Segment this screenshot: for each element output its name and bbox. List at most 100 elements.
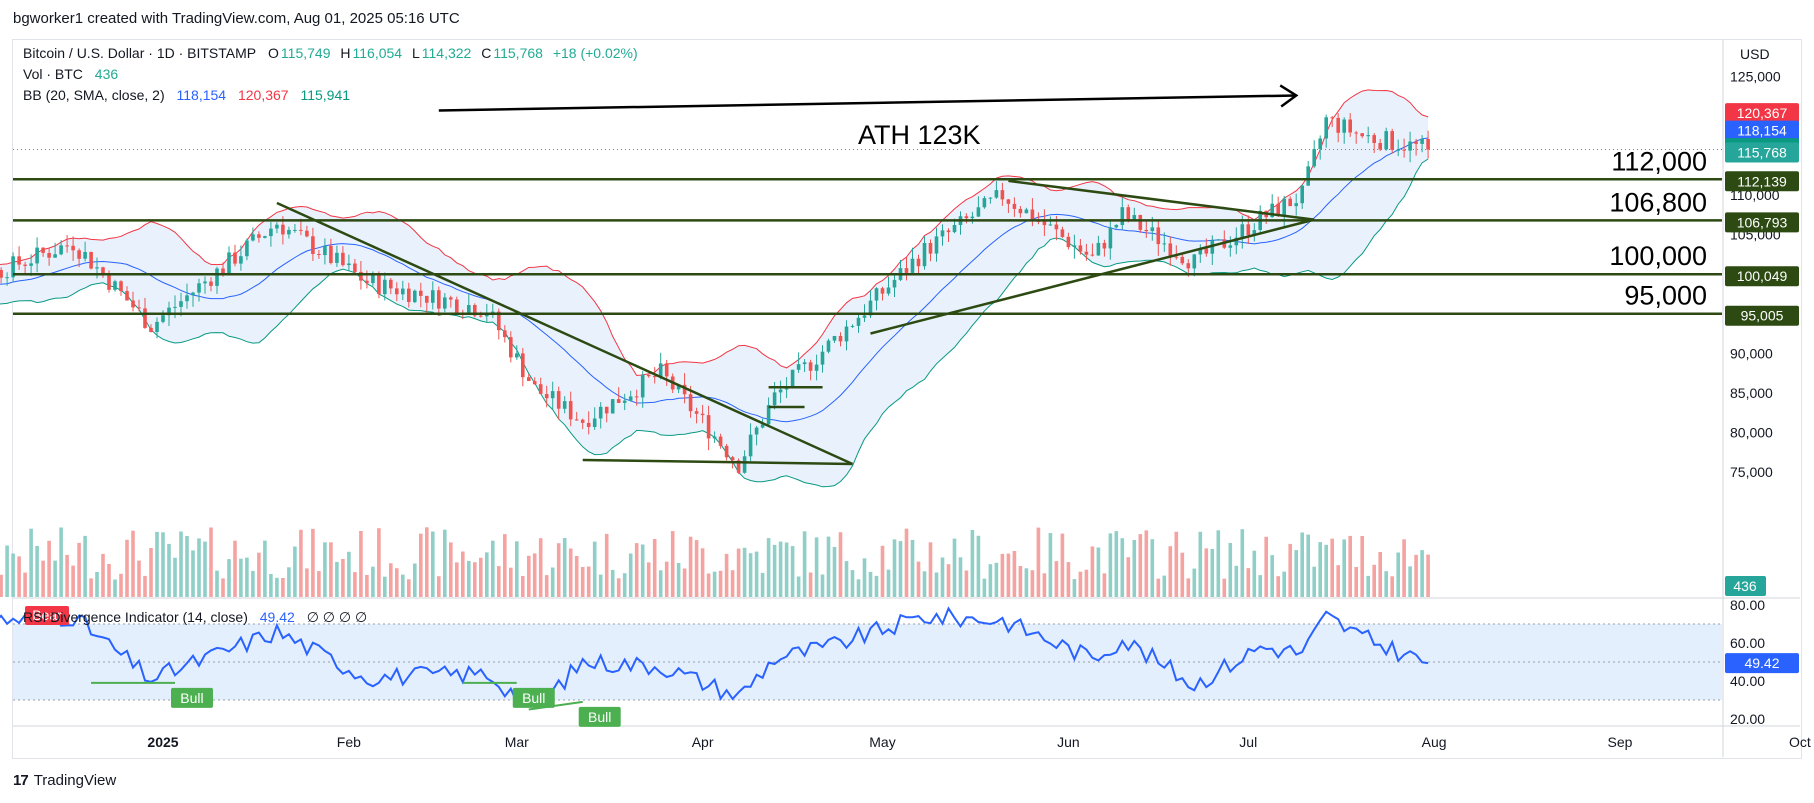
candle-body: [1138, 215, 1143, 230]
volume-bar: [269, 574, 273, 597]
volume-bar: [305, 568, 309, 597]
volume-bar: [778, 541, 783, 597]
volume-bar: [988, 564, 993, 597]
candle-body: [161, 315, 165, 322]
volume-bar: [670, 531, 675, 597]
candle-body: [982, 198, 987, 208]
volume-bar: [754, 551, 759, 597]
volume-bar: [1246, 568, 1251, 597]
volume-bar: [700, 548, 705, 597]
candle-body: [820, 351, 825, 365]
volume-bar: [515, 541, 519, 597]
candle-body: [95, 267, 99, 269]
volume-bar: [814, 537, 819, 597]
candle-body: [1072, 245, 1077, 248]
level-tag: 112,139: [1737, 173, 1787, 189]
candle-body: [1240, 224, 1245, 238]
volume-label[interactable]: Vol · BTC: [23, 66, 83, 82]
candle-body: [700, 413, 705, 416]
footer-brand[interactable]: TradingView: [33, 772, 117, 789]
volume-bar: [329, 542, 333, 597]
symbol-title[interactable]: Bitcoin / U.S. Dollar · 1D · BITSTAMP: [23, 45, 257, 61]
candle-body: [245, 240, 249, 257]
rsi-tag-bg: [1725, 653, 1799, 674]
volume-bar: [784, 542, 789, 597]
volume-bar: [568, 548, 573, 597]
candle-body: [431, 290, 435, 303]
price-tag-bg: [1725, 142, 1799, 163]
candle-body: [59, 245, 63, 255]
candle-body: [521, 353, 525, 378]
price-tick-label: 80,000: [1730, 424, 1773, 440]
candle-body: [311, 236, 315, 254]
candle-body: [1228, 245, 1233, 248]
candle-body: [269, 228, 273, 237]
candle-body: [754, 427, 759, 435]
candle-body: [568, 401, 573, 420]
open-label: O: [268, 45, 279, 61]
candle-body: [922, 243, 927, 267]
volume-bar: [365, 575, 369, 597]
candle-body: [281, 224, 285, 235]
volume-bar: [1420, 550, 1424, 597]
volume-bar: [634, 543, 639, 597]
candle-body: [880, 288, 885, 294]
candle-body: [1144, 229, 1149, 232]
volume-bar: [586, 566, 591, 597]
rsi-line: [0, 606, 1429, 708]
candle-body: [808, 362, 813, 371]
volume-bar: [149, 548, 153, 597]
candle-body: [1372, 135, 1376, 143]
candle-body: [592, 418, 597, 427]
candle-body: [790, 369, 795, 388]
tradingview-logo-icon: 17: [13, 772, 29, 789]
candle-body: [574, 419, 579, 421]
time-tick-label: Feb: [337, 734, 361, 750]
candle-body: [131, 300, 135, 308]
volume-bar: [1156, 578, 1161, 597]
close-label: C: [481, 45, 492, 61]
candle-body: [1318, 138, 1322, 150]
volume-bar: [335, 561, 339, 597]
volume-bar: [550, 567, 555, 597]
candle-body: [850, 325, 855, 327]
bb-label[interactable]: BB (20, SMA, close, 2): [23, 87, 165, 103]
volume-bar: [910, 539, 915, 597]
volume-bar: [1096, 547, 1101, 597]
bull-divergence-line: [528, 700, 583, 711]
volume-bar: [77, 542, 81, 597]
volume-bar: [850, 570, 855, 597]
volume-bar: [1318, 542, 1322, 597]
volume-bar: [65, 554, 69, 597]
candle-body: [868, 300, 873, 316]
volume-bar: [275, 577, 279, 597]
candle-body: [1300, 185, 1304, 204]
candle-body: [1306, 166, 1310, 186]
open-value: 115,749: [280, 45, 331, 61]
volume-bar: [47, 540, 51, 597]
volume-bar: [389, 563, 393, 597]
candle-body: [251, 234, 255, 241]
volume-bar: [1078, 571, 1083, 597]
candle-body: [257, 234, 261, 238]
volume-bar: [826, 536, 831, 597]
candle-body: [341, 252, 345, 266]
volume-bar: [946, 564, 951, 597]
candle-body: [712, 436, 717, 439]
volume-bar: [419, 533, 423, 597]
volume-bar: [886, 569, 891, 597]
volume-bar: [323, 542, 327, 597]
candle-body: [113, 281, 117, 290]
candle-body: [425, 295, 429, 303]
volume-bar: [1204, 548, 1209, 597]
candle-body: [413, 290, 417, 303]
candle-body: [1186, 263, 1191, 269]
rsi-label[interactable]: RSI Divergence Indicator (14, close): [23, 609, 248, 625]
candle-body: [443, 297, 447, 309]
volume-bar: [179, 531, 183, 597]
candle-body: [1150, 227, 1155, 232]
volume-bar: [131, 530, 135, 597]
volume-bar: [59, 527, 63, 597]
rsi-tag: 49.42: [1744, 655, 1779, 671]
